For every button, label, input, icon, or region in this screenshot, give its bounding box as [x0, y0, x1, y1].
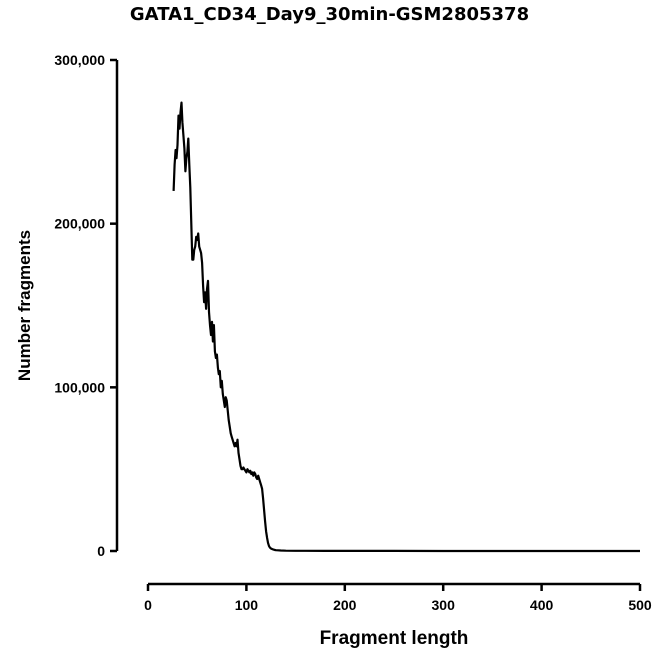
y-tick-label: 100,000	[54, 379, 105, 395]
y-tick-label: 0	[97, 543, 105, 559]
x-tick-label: 100	[235, 597, 259, 613]
y-tick-label: 300,000	[54, 52, 105, 68]
y-axis-label: Number fragments	[15, 230, 34, 381]
x-tick-label: 500	[628, 597, 652, 613]
chart-title: GATA1_CD34_Day9_30min-GSM2805378	[129, 4, 530, 25]
y-tick-label: 200,000	[54, 216, 105, 232]
x-axis-label: Fragment length	[320, 628, 469, 649]
x-tick-label: 200	[333, 597, 357, 613]
x-tick-label: 400	[530, 597, 554, 613]
x-tick-label: 300	[432, 597, 456, 613]
series-line	[172, 101, 640, 553]
x-tick-label: 0	[144, 597, 152, 613]
